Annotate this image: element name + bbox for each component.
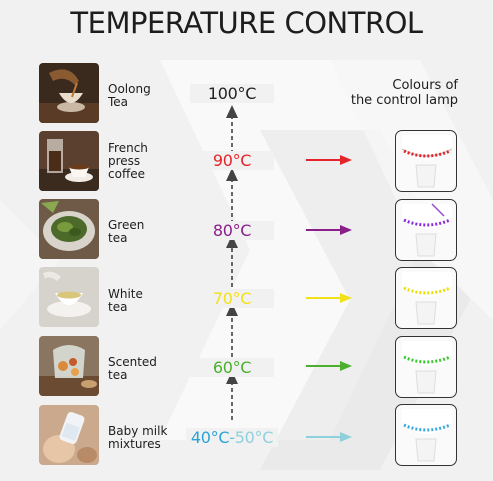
baby-milk-photo (39, 405, 99, 465)
temp-label-60: 60°C (190, 358, 274, 377)
drink-label-white-tea: White tea (108, 287, 143, 314)
control-lamp-blue (395, 404, 457, 466)
temp-label-100: 100°C (190, 84, 274, 103)
drink-label-french-press: French press coffee (108, 141, 148, 181)
french-press-coffee-photo (39, 131, 99, 191)
arrow-to-lamp-60 (306, 361, 352, 371)
lamp-header-line-2: the control lamp (350, 93, 458, 108)
green-tea-photo (39, 199, 99, 259)
arrow-to-lamp-70 (306, 293, 352, 303)
drink-label-oolong: Oolong Tea (108, 82, 151, 109)
arrow-to-lamp-90 (306, 155, 352, 165)
temp-label-40-50: 40°C-50°C (186, 428, 278, 447)
drink-label-green-tea: Green tea (108, 218, 145, 245)
temp-label-50: 50°C (234, 428, 274, 447)
arrow-to-lamp-40-50 (306, 432, 352, 442)
page-title: TEMPERATURE CONTROL (70, 6, 423, 40)
up-arrow-head (226, 105, 238, 118)
lamp-header-line-1: Colours of (392, 78, 458, 93)
scented-tea-photo (39, 336, 99, 396)
temp-range-dash: - (229, 428, 235, 447)
control-lamp-red (395, 130, 457, 192)
oolong-tea-photo (39, 63, 99, 123)
up-arrow-head (226, 168, 238, 181)
control-lamp-yellow (395, 267, 457, 329)
control-lamp-purple (395, 199, 457, 261)
drink-label-baby-milk: Baby milk mixtures (108, 424, 168, 451)
drink-label-scented-tea: Scented tea (108, 355, 157, 382)
up-arrow-head (226, 303, 238, 316)
arrow-to-lamp-80 (306, 225, 352, 235)
up-arrow-head (226, 371, 238, 384)
temp-label-70: 70°C (190, 289, 274, 308)
lamp-colours-header: Colours of the control lamp (340, 78, 458, 108)
up-arrow-head (226, 235, 238, 248)
temp-label-90: 90°C (190, 151, 274, 170)
control-lamp-green (395, 336, 457, 398)
white-tea-photo (39, 267, 99, 327)
temp-label-80: 80°C (190, 221, 274, 240)
temp-label-40: 40°C (190, 428, 230, 447)
